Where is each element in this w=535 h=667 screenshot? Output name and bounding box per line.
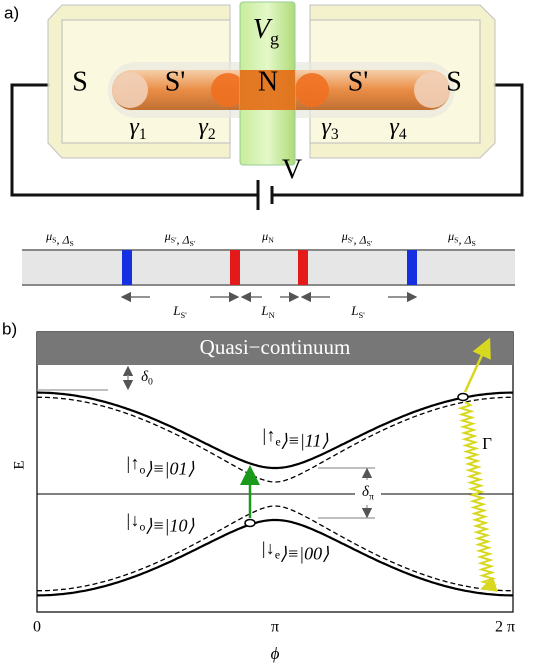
x-tick-label: 2 π [495, 619, 515, 636]
state-label-part: |↓ [126, 510, 140, 530]
length-label-sub: N [269, 310, 275, 320]
band-param-part: , Δ [353, 232, 366, 246]
length-label-part: L [260, 303, 268, 318]
state-label-part: ⟩≡|11⟩ [281, 431, 329, 451]
length-label: LN [260, 303, 274, 320]
state-label-part: ⟩≡|01⟩ [145, 459, 194, 479]
length-label: LS' [172, 303, 187, 320]
gamma-label: Γ [482, 434, 492, 453]
state-marker [458, 394, 468, 401]
band-param-sub: N [268, 235, 274, 244]
band-param-sub: S [472, 239, 476, 248]
band-param-part: μ [447, 229, 454, 243]
state-label-part: ⟩≡|00⟩ [280, 544, 329, 564]
band-param: μS', ΔS' [341, 229, 373, 248]
band-param-part: , Δ [56, 232, 69, 246]
band-param: μS, ΔS [45, 229, 74, 248]
lead-label: S [72, 66, 88, 97]
x-axis-label: ϕ [271, 644, 280, 663]
gate-label-sub: g [270, 29, 279, 49]
band-param: μS, ΔS [447, 229, 476, 248]
lead-label: S' [348, 66, 369, 97]
lead-label: S' [165, 66, 186, 97]
state-label: |↓o⟩≡|10⟩ [126, 510, 195, 535]
band-param: μS', ΔS' [164, 229, 196, 248]
band-param-part: μ [45, 229, 52, 243]
band-param-sub: S [70, 239, 74, 248]
majorana-label-sub: 4 [399, 126, 407, 143]
length-label-part: L [172, 303, 180, 318]
x-tick-label: 0 [33, 619, 41, 636]
band-param-part: , Δ [176, 232, 189, 246]
lead-label: S [446, 66, 462, 97]
band-param-sub: S' [190, 239, 196, 248]
state-label: |↓e⟩≡|00⟩ [261, 538, 329, 563]
majorana-label-sub: 2 [208, 126, 216, 143]
state-label-part: |↑ [262, 425, 276, 445]
band-param-part: , Δ [458, 232, 471, 246]
length-label-sub: S' [181, 310, 188, 320]
length-label-part: L [350, 303, 358, 318]
figure: a)SS'NS'SVgγ1γ2γ3γ4VμS, ΔSμS', ΔS'μNμS',… [0, 0, 535, 667]
band-param-part: μ [341, 229, 348, 243]
band-param-part: μ [164, 229, 171, 243]
continuum-label: Quasi−continuum [200, 335, 351, 359]
delta0-label-sub: 0 [148, 377, 153, 388]
delta0-marker [37, 367, 128, 390]
panel-label: a) [4, 3, 19, 22]
state-label-part: ⟩≡|10⟩ [145, 516, 194, 536]
state-marker [245, 520, 255, 527]
length-label-sub: S' [359, 310, 366, 320]
band-param-sub: S' [367, 239, 373, 248]
state-label: |↑o⟩≡|01⟩ [126, 453, 195, 478]
bias-label: V [282, 154, 302, 185]
band-param-part: μ [261, 229, 268, 243]
state-label-part: |↑ [126, 453, 140, 473]
delta0-label: δ0 [141, 369, 153, 387]
relaxation-arrow [461, 402, 494, 588]
state-label-part: |↓ [261, 538, 275, 558]
length-label: LS' [350, 303, 365, 320]
y-axis-label: E [11, 460, 27, 469]
lead-label: N [258, 66, 278, 97]
deltapi-label-sub: π [369, 492, 374, 503]
band-param: μN [261, 229, 274, 245]
majorana-label-sub: 1 [139, 126, 147, 143]
plot-frame [37, 332, 513, 612]
majorana-label-sub: 3 [331, 126, 339, 143]
x-tick-label: π [271, 619, 279, 636]
panel-label: b) [2, 319, 17, 338]
band [22, 250, 515, 285]
state-label: |↑e⟩≡|11⟩ [262, 425, 329, 450]
